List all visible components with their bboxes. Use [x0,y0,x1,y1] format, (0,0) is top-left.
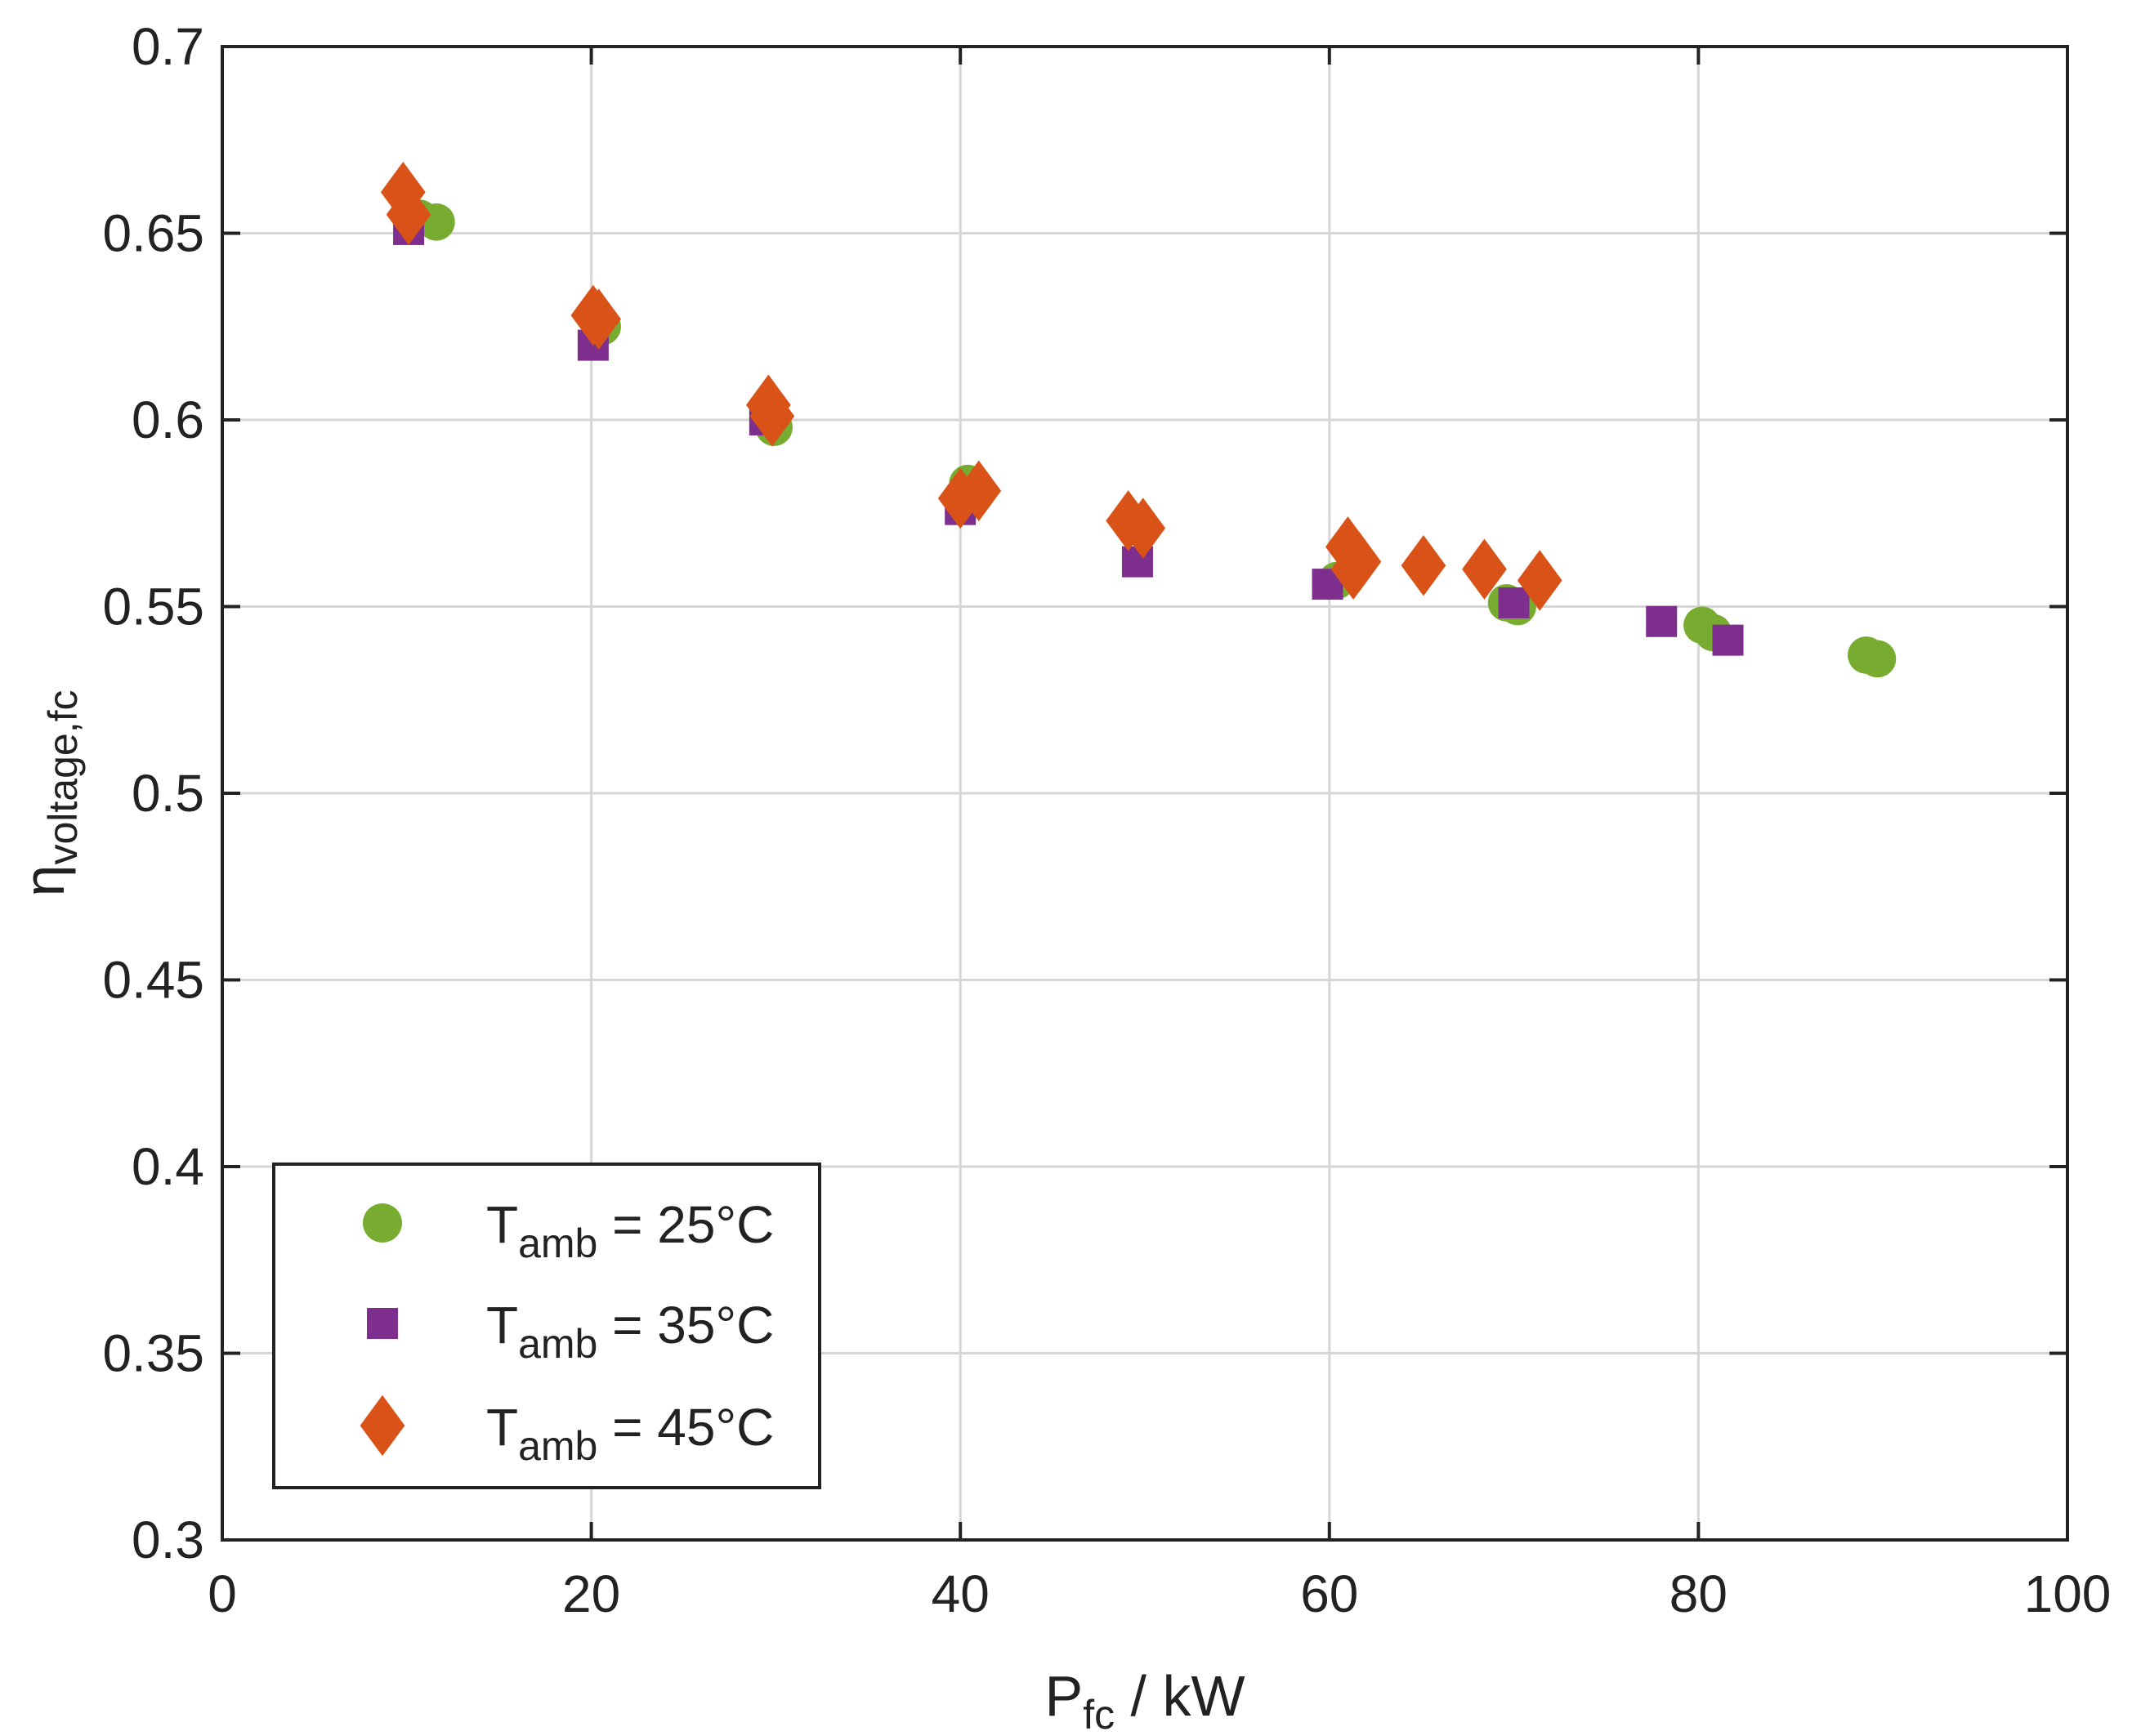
data-markers [380,161,1897,678]
legend-label: Tamb = 35°C [486,1296,774,1367]
square-marker [1646,605,1678,637]
legend-diamond-marker [360,1395,405,1457]
diamond-marker [1120,498,1166,559]
legend-label-subscript: amb [518,1221,597,1266]
y-axis-label-subscript: voltage,fc [40,690,86,865]
square-marker [1712,624,1744,656]
x-axis-label-main: P [1044,1664,1083,1728]
y-tick-label: 0.5 [132,764,204,823]
legend-label-value: = 35°C [597,1296,774,1354]
y-tick-label: 0.35 [102,1324,204,1383]
x-tick-label: 100 [2024,1564,2112,1623]
gridlines [222,47,2067,1540]
y-tick-label: 0.65 [102,204,204,263]
square-marker [1498,587,1530,618]
y-tick-label: 0.55 [102,578,204,636]
diamond-marker [749,386,795,447]
legend-label-main: T [486,1398,518,1457]
tick-labels: 0 20 40 60 80 100 0.3 0.35 0.4 0.45 0.5 0.55 0.6 0.65… [102,17,2111,1623]
diamond-marker [1330,538,1376,600]
legend-label-value: = 25°C [597,1195,774,1254]
x-tick-label: 40 [932,1564,990,1623]
diamond-marker [576,288,621,350]
x-axis-label-unit: / kW [1115,1664,1245,1728]
x-tick-label: 0 [208,1564,237,1623]
diamond-marker [956,460,1002,522]
legend-label: Tamb = 25°C [486,1195,774,1266]
y-axis-label: ηvoltage,fc [12,690,86,897]
legend-label-subscript: amb [518,1321,597,1367]
legend-label-subscript: amb [518,1423,597,1469]
x-tick-label: 80 [1669,1564,1728,1623]
x-axis-label-subscript: fc [1083,1692,1115,1736]
diamond-marker [386,184,431,245]
diamond-marker [1517,550,1562,611]
diamond-marker [1401,534,1446,596]
y-tick-label: 0.45 [102,951,204,1010]
x-axis-label: Pfc / kW [1044,1664,1245,1736]
legend-circle-marker [363,1203,402,1243]
x-tick-label: 20 [562,1564,620,1623]
diamond-marker [1462,538,1507,600]
legend-label-main: T [486,1195,518,1254]
circle-marker [1858,640,1897,678]
legend-square-marker [367,1308,398,1339]
legend-label-main: T [486,1296,518,1354]
y-axis-label-main: η [12,865,76,897]
y-tick-label: 0.6 [132,390,204,449]
plot-frame [221,45,2069,1542]
x-tick-label: 60 [1300,1564,1358,1623]
legend-label: Tamb = 45°C [486,1398,774,1469]
legend-label-value: = 45°C [597,1398,774,1457]
y-tick-label: 0.7 [132,17,204,76]
y-tick-label: 0.4 [132,1137,204,1196]
y-tick-label: 0.3 [132,1511,204,1569]
